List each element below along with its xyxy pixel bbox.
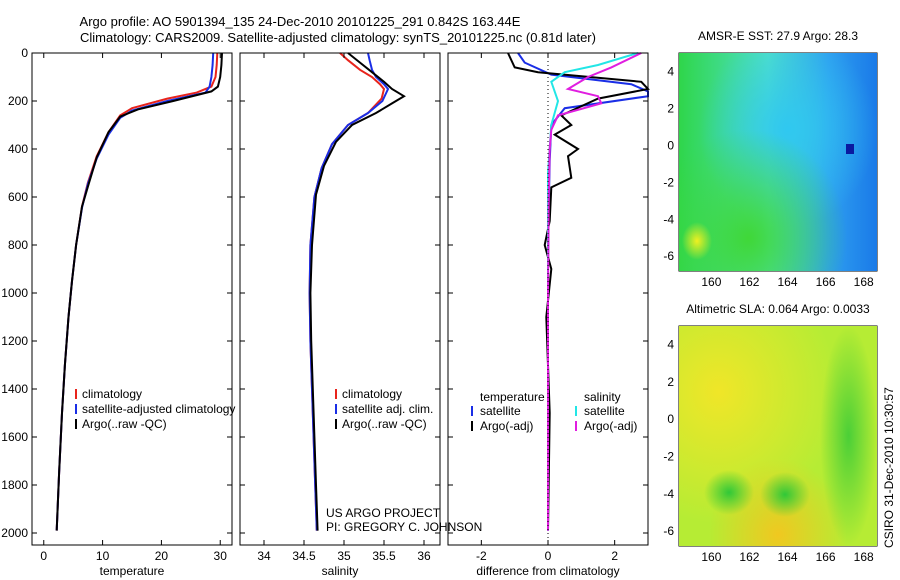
profile-panel-1: 0 10 20 30 temperature 0 200 400 600 800 1000 1200 1… — [1, 46, 235, 578]
y-tick-label: -2 — [663, 175, 674, 189]
x-axis-label: salinity — [322, 564, 359, 578]
y-tick-label: 1400 — [1, 382, 28, 396]
y-tick-label: 0 — [21, 46, 28, 60]
x-tick-label: 164 — [778, 550, 798, 564]
legend-label: Argo(-adj) — [480, 419, 533, 433]
figure-title-line1: Argo profile: AO 5901394_135 24-Dec-2010… — [80, 14, 521, 29]
y-tick-label: 2 — [667, 101, 674, 115]
map-title: Altimetric SLA: 0.064 Argo: 0.0033 — [686, 302, 870, 316]
sst-map-fill — [679, 53, 877, 271]
x-axis-label: temperature — [100, 564, 165, 578]
y-tick-label: 2 — [667, 375, 674, 389]
x-tick-label: 160 — [701, 275, 721, 289]
y-tick-label: 600 — [8, 190, 28, 204]
panel-frame-1 — [31, 52, 233, 546]
series-line-2-2 — [308, 52, 390, 531]
x-tick-label: -2 — [476, 549, 487, 563]
series-line-1-1 — [55, 52, 219, 531]
x-tick-label: 0 — [40, 549, 47, 563]
y-tick-label: 1000 — [1, 286, 28, 300]
y-tick-label: 400 — [8, 142, 28, 156]
legend-label: Argo(..raw -QC) — [82, 417, 167, 431]
x-tick-label: 162 — [739, 275, 759, 289]
y-tick-label: 200 — [8, 94, 28, 108]
x-tick-label: 0 — [545, 549, 552, 563]
y-tick-label: 1200 — [1, 334, 28, 348]
credit-line2: PI: GREGORY C. JOHNSON — [326, 520, 482, 534]
x-tick-label: 34.5 — [292, 549, 316, 563]
x-tick-label: 166 — [816, 275, 836, 289]
x-tick-label: 166 — [816, 550, 836, 564]
legend-label: climatology — [342, 387, 402, 401]
x-tick-label: 160 — [701, 550, 721, 564]
series-line-3-2 — [507, 52, 650, 531]
series-line-1-3 — [55, 52, 223, 531]
profile-panel-2: 34 34.5 35 35.5 36 salinity climatologysatelli… — [239, 52, 441, 578]
legend-title-salinity: salinity — [584, 390, 621, 404]
y-tick-label: -4 — [663, 212, 674, 226]
legend-label: climatology — [82, 387, 142, 401]
legend-label: Argo(-adj) — [584, 419, 637, 433]
x-tick-label: 10 — [96, 549, 110, 563]
y-tick-label: 1800 — [1, 478, 28, 492]
series-line-3-3 — [547, 52, 639, 531]
x-tick-label: 30 — [214, 549, 228, 563]
map-panel-2: Altimetric SLA: 0.064 Argo: 0.0033 160 162… — [663, 302, 878, 564]
legend-title-temperature: temperature — [480, 390, 545, 404]
x-tick-label: 35 — [337, 549, 351, 563]
map-title: AMSR-E SST: 27.9 Argo: 28.3 — [698, 29, 858, 43]
x-tick-label: 20 — [155, 549, 169, 563]
credit-line1: US ARGO PROJECT — [326, 506, 441, 520]
y-tick-label: -6 — [663, 524, 674, 538]
y-tick-label: 800 — [8, 238, 28, 252]
series-line-3-1 — [517, 52, 649, 531]
x-tick-label: 36 — [417, 549, 431, 563]
legend-label: satellite — [584, 404, 625, 418]
x-tick-label: 34 — [257, 549, 271, 563]
legend-label: Argo(..raw -QC) — [342, 417, 427, 431]
y-tick-label: 0 — [667, 138, 674, 152]
x-tick-label: 164 — [778, 275, 798, 289]
y-tick-label: 1600 — [1, 430, 28, 444]
y-tick-label: 0 — [667, 412, 674, 426]
y-tick-label: -2 — [663, 450, 674, 464]
legend-label: satellite — [480, 404, 521, 418]
x-tick-label: 168 — [854, 550, 874, 564]
legend-label: satellite-adjusted climatology — [82, 402, 235, 416]
x-tick-label: 35.5 — [372, 549, 396, 563]
legend-label: satellite adj. clim. — [342, 402, 433, 416]
y-tick-label: 4 — [667, 64, 674, 78]
sla-map-fill — [679, 326, 877, 546]
series-line-1-2 — [55, 52, 215, 531]
y-tick-label: 2000 — [1, 526, 28, 540]
panel-frame-2 — [239, 52, 441, 546]
x-axis-label: difference from climatology — [476, 564, 619, 578]
x-tick-label: 162 — [739, 550, 759, 564]
y-tick-label: -6 — [663, 249, 674, 263]
x-tick-label: 2 — [611, 549, 618, 563]
y-tick-label: 4 — [667, 338, 674, 352]
figure-title-line2: Climatology: CARS2009. Satellite-adjuste… — [80, 30, 596, 45]
series-line-2-3 — [309, 52, 406, 531]
y-tick-label: -4 — [663, 487, 674, 501]
series-line-3-4 — [547, 52, 642, 531]
series-line-2-1 — [308, 52, 386, 531]
x-tick-label: 168 — [854, 275, 874, 289]
timestamp-label: CSIRO 31-Dec-2010 10:30:57 — [882, 387, 896, 548]
